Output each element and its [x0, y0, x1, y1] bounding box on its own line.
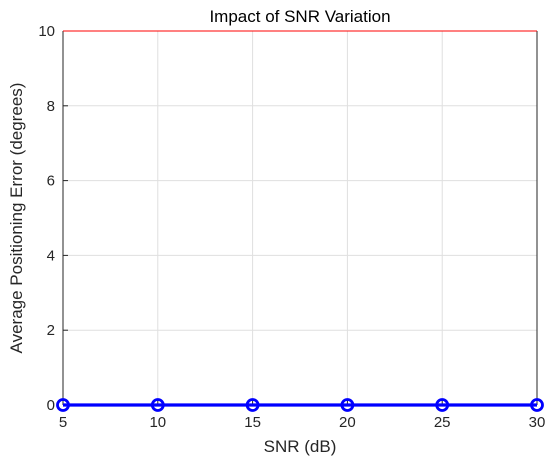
grid-lines — [62, 30, 538, 406]
x-tick-label: 5 — [59, 414, 67, 431]
x-tick-label: 10 — [149, 414, 166, 431]
y-axis-title: Average Positioning Error (degrees) — [7, 83, 26, 354]
data-point-marker — [340, 398, 355, 412]
y-tick-label: 2 — [47, 322, 55, 339]
x-tick-label: 25 — [434, 414, 451, 431]
x-tick-label: 30 — [529, 414, 546, 431]
series-layer — [56, 30, 544, 412]
data-point-marker — [150, 398, 165, 412]
chart-title: Impact of SNR Variation — [209, 7, 390, 26]
x-tick-label: 20 — [339, 414, 356, 431]
x-axis-title: SNR (dB) — [264, 437, 337, 456]
y-tick-label: 4 — [47, 247, 55, 264]
tick-labels: 5 10 15 20 25 30 0 2 4 6 8 10 — [38, 23, 545, 431]
data-point-marker — [245, 398, 260, 412]
y-tick-label: 10 — [38, 23, 55, 40]
data-point-marker — [435, 398, 450, 412]
data-point-marker — [530, 398, 544, 412]
y-tick-label: 8 — [47, 98, 55, 115]
y-tick-label: 0 — [47, 397, 55, 414]
x-tick-label: 15 — [244, 414, 261, 431]
y-tick-label: 6 — [47, 173, 55, 190]
plot-area — [63, 31, 537, 405]
data-point-marker — [56, 398, 70, 412]
